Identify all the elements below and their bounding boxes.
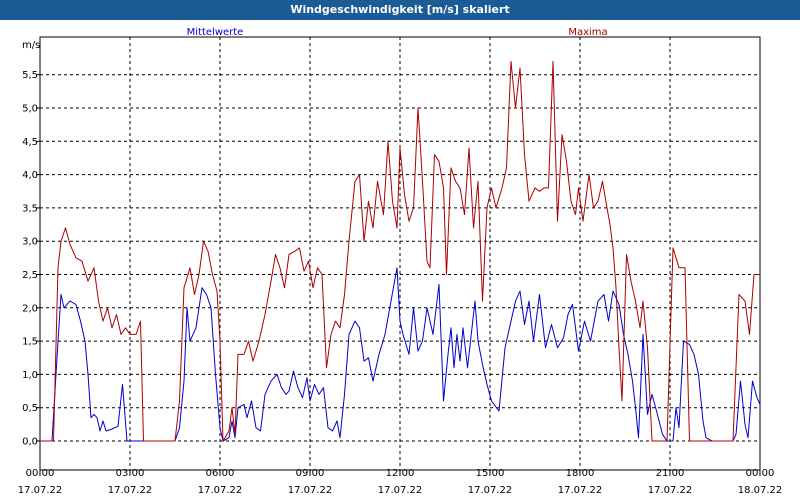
x-axis-ticks: 00:00 17.07.22 03:00 17.07.22 06:00 17.07.22 0… [18, 468, 783, 496]
x-tick-time: 12:00 [386, 468, 415, 479]
x-tick-time: 15:00 [476, 468, 505, 479]
grid-lines [40, 37, 760, 470]
y-tick-label: 0,0 [22, 437, 38, 448]
y-axis-ticks: 0,0 0,5 1,0 1,5 2,0 2,5 3,0 3,5 4,0 4,5 5,0 5,5 [22, 70, 40, 448]
x-tick-time: 03:00 [116, 468, 145, 479]
x-tick-date: 17.07.22 [378, 485, 423, 496]
x-tick-date: 17.07.22 [18, 485, 63, 496]
x-tick-date: 17.07.22 [558, 485, 603, 496]
x-tick-time: 09:00 [296, 468, 325, 479]
y-tick-label: 2,0 [22, 303, 38, 314]
y-tick-label: 1,0 [22, 370, 38, 381]
y-tick-label: 0,5 [22, 403, 38, 414]
y-tick-label: 2,5 [22, 270, 38, 281]
x-tick-date: 17.07.22 [648, 485, 693, 496]
x-tick-time: 00:00 [26, 468, 55, 479]
y-tick-label: 4,0 [22, 170, 38, 181]
series-line-maxima [40, 60, 760, 442]
wind-speed-chart: 0,0 0,5 1,0 1,5 2,0 2,5 3,0 3,5 4,0 4,5 5,0 5,5 00:… [18, 27, 783, 496]
x-tick-date: 18.07.22 [738, 485, 783, 496]
x-tick-date: 17.07.22 [288, 485, 333, 496]
y-tick-label: 1,5 [22, 337, 38, 348]
x-tick-date: 17.07.22 [108, 485, 153, 496]
y-axis-label: m/s [22, 40, 40, 51]
x-tick-time: 21:00 [656, 468, 685, 479]
x-tick-time: 18:00 [566, 468, 595, 479]
data-series [40, 60, 760, 442]
y-tick-label: 5,5 [22, 70, 38, 81]
legend-maxima: Maxima [568, 27, 607, 38]
series-line-mittelwerte [40, 267, 760, 442]
x-tick-time: 00:00 [746, 468, 775, 479]
chart-title: Windgeschwindigkeit [m/s] skaliert [0, 0, 800, 20]
y-tick-label: 3,0 [22, 237, 38, 248]
y-tick-label: 4,5 [22, 137, 38, 148]
y-tick-label: 5,0 [22, 104, 38, 115]
x-tick-date: 17.07.22 [468, 485, 513, 496]
legend-mittelwerte: Mittelwerte [187, 27, 244, 38]
y-tick-label: 3,5 [22, 203, 38, 214]
x-tick-time: 06:00 [206, 468, 235, 479]
x-tick-date: 17.07.22 [198, 485, 243, 496]
